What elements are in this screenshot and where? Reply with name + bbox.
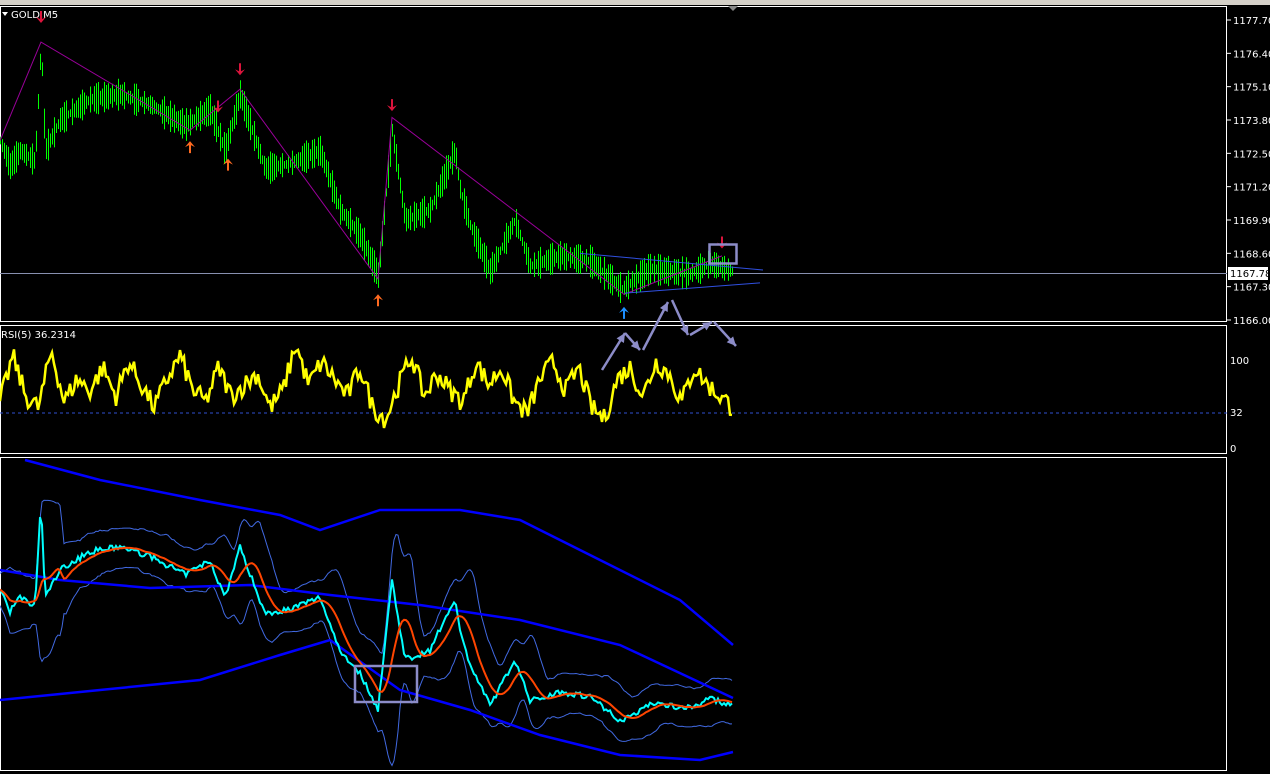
outer-band-upper [24, 458, 734, 646]
drawn-arrow [641, 301, 670, 351]
y-tick-label: 1166.00 [1233, 316, 1270, 327]
y-tick-label: 1177.70 [1233, 16, 1270, 27]
triangle-lower-line [624, 282, 761, 294]
price-bars [0, 53, 733, 303]
y-tick-label: 1173.80 [1233, 116, 1270, 127]
y-tick-label: 1169.90 [1233, 216, 1270, 227]
arrowhead-icon [702, 322, 712, 331]
sell-arrow-icon [717, 236, 727, 249]
arrowhead-icon [726, 336, 736, 346]
price-line [0, 516, 733, 723]
zigzag-line [0, 41, 723, 295]
rsi-line [0, 347, 733, 429]
y-tick-label: 1168.60 [1233, 249, 1270, 260]
rsi-level-0: 0 [1230, 444, 1236, 455]
sell-arrow-icon [235, 63, 245, 76]
sell-arrow-icon [213, 100, 223, 113]
arrowhead-icon [659, 302, 668, 312]
inner-band-upper [0, 499, 733, 698]
rsi-level-100: 100 [1230, 356, 1249, 367]
buy-arrow-icon [373, 294, 383, 307]
y-tick-label: 1172.50 [1233, 149, 1270, 160]
buy-arrow-icon [619, 306, 629, 319]
bottom-pane-border [0, 457, 1227, 771]
highlight-box [353, 664, 419, 704]
dropdown-triangle-icon[interactable] [2, 12, 8, 16]
sell-arrow-icon [36, 10, 46, 23]
annotations [0, 10, 764, 371]
y-tick-label: 1171.20 [1233, 183, 1270, 194]
buy-arrow-icon [223, 158, 233, 171]
main-pane-border [0, 6, 1227, 322]
current-price-label: 1167.78 [1230, 269, 1270, 280]
chart-shift-icon[interactable] [728, 6, 738, 11]
arrowhead-icon [616, 333, 625, 343]
outer-band-middle [0, 568, 734, 700]
outer-band-lower [0, 638, 734, 762]
rsi-level-32: 32 [1230, 408, 1243, 419]
y-tick-label: 1167.30 [1233, 283, 1270, 294]
moving-average-line [0, 546, 733, 720]
rsi-label: RSI(5) 36.2314 [1, 330, 76, 341]
arrowhead-icon [630, 340, 640, 350]
y-tick-label: 1175.10 [1233, 83, 1270, 94]
triangle-upper-line [579, 252, 764, 271]
buy-arrow-icon [185, 141, 195, 154]
current-price-badge [1228, 267, 1268, 280]
toolbar-strip [0, 0, 1270, 5]
symbol-title: GOLD,M5 [11, 10, 58, 21]
y-tick-label: 1176.40 [1233, 49, 1270, 60]
sell-arrow-icon [387, 99, 397, 112]
highlight-box [708, 243, 738, 265]
arrowhead-icon [680, 325, 689, 335]
